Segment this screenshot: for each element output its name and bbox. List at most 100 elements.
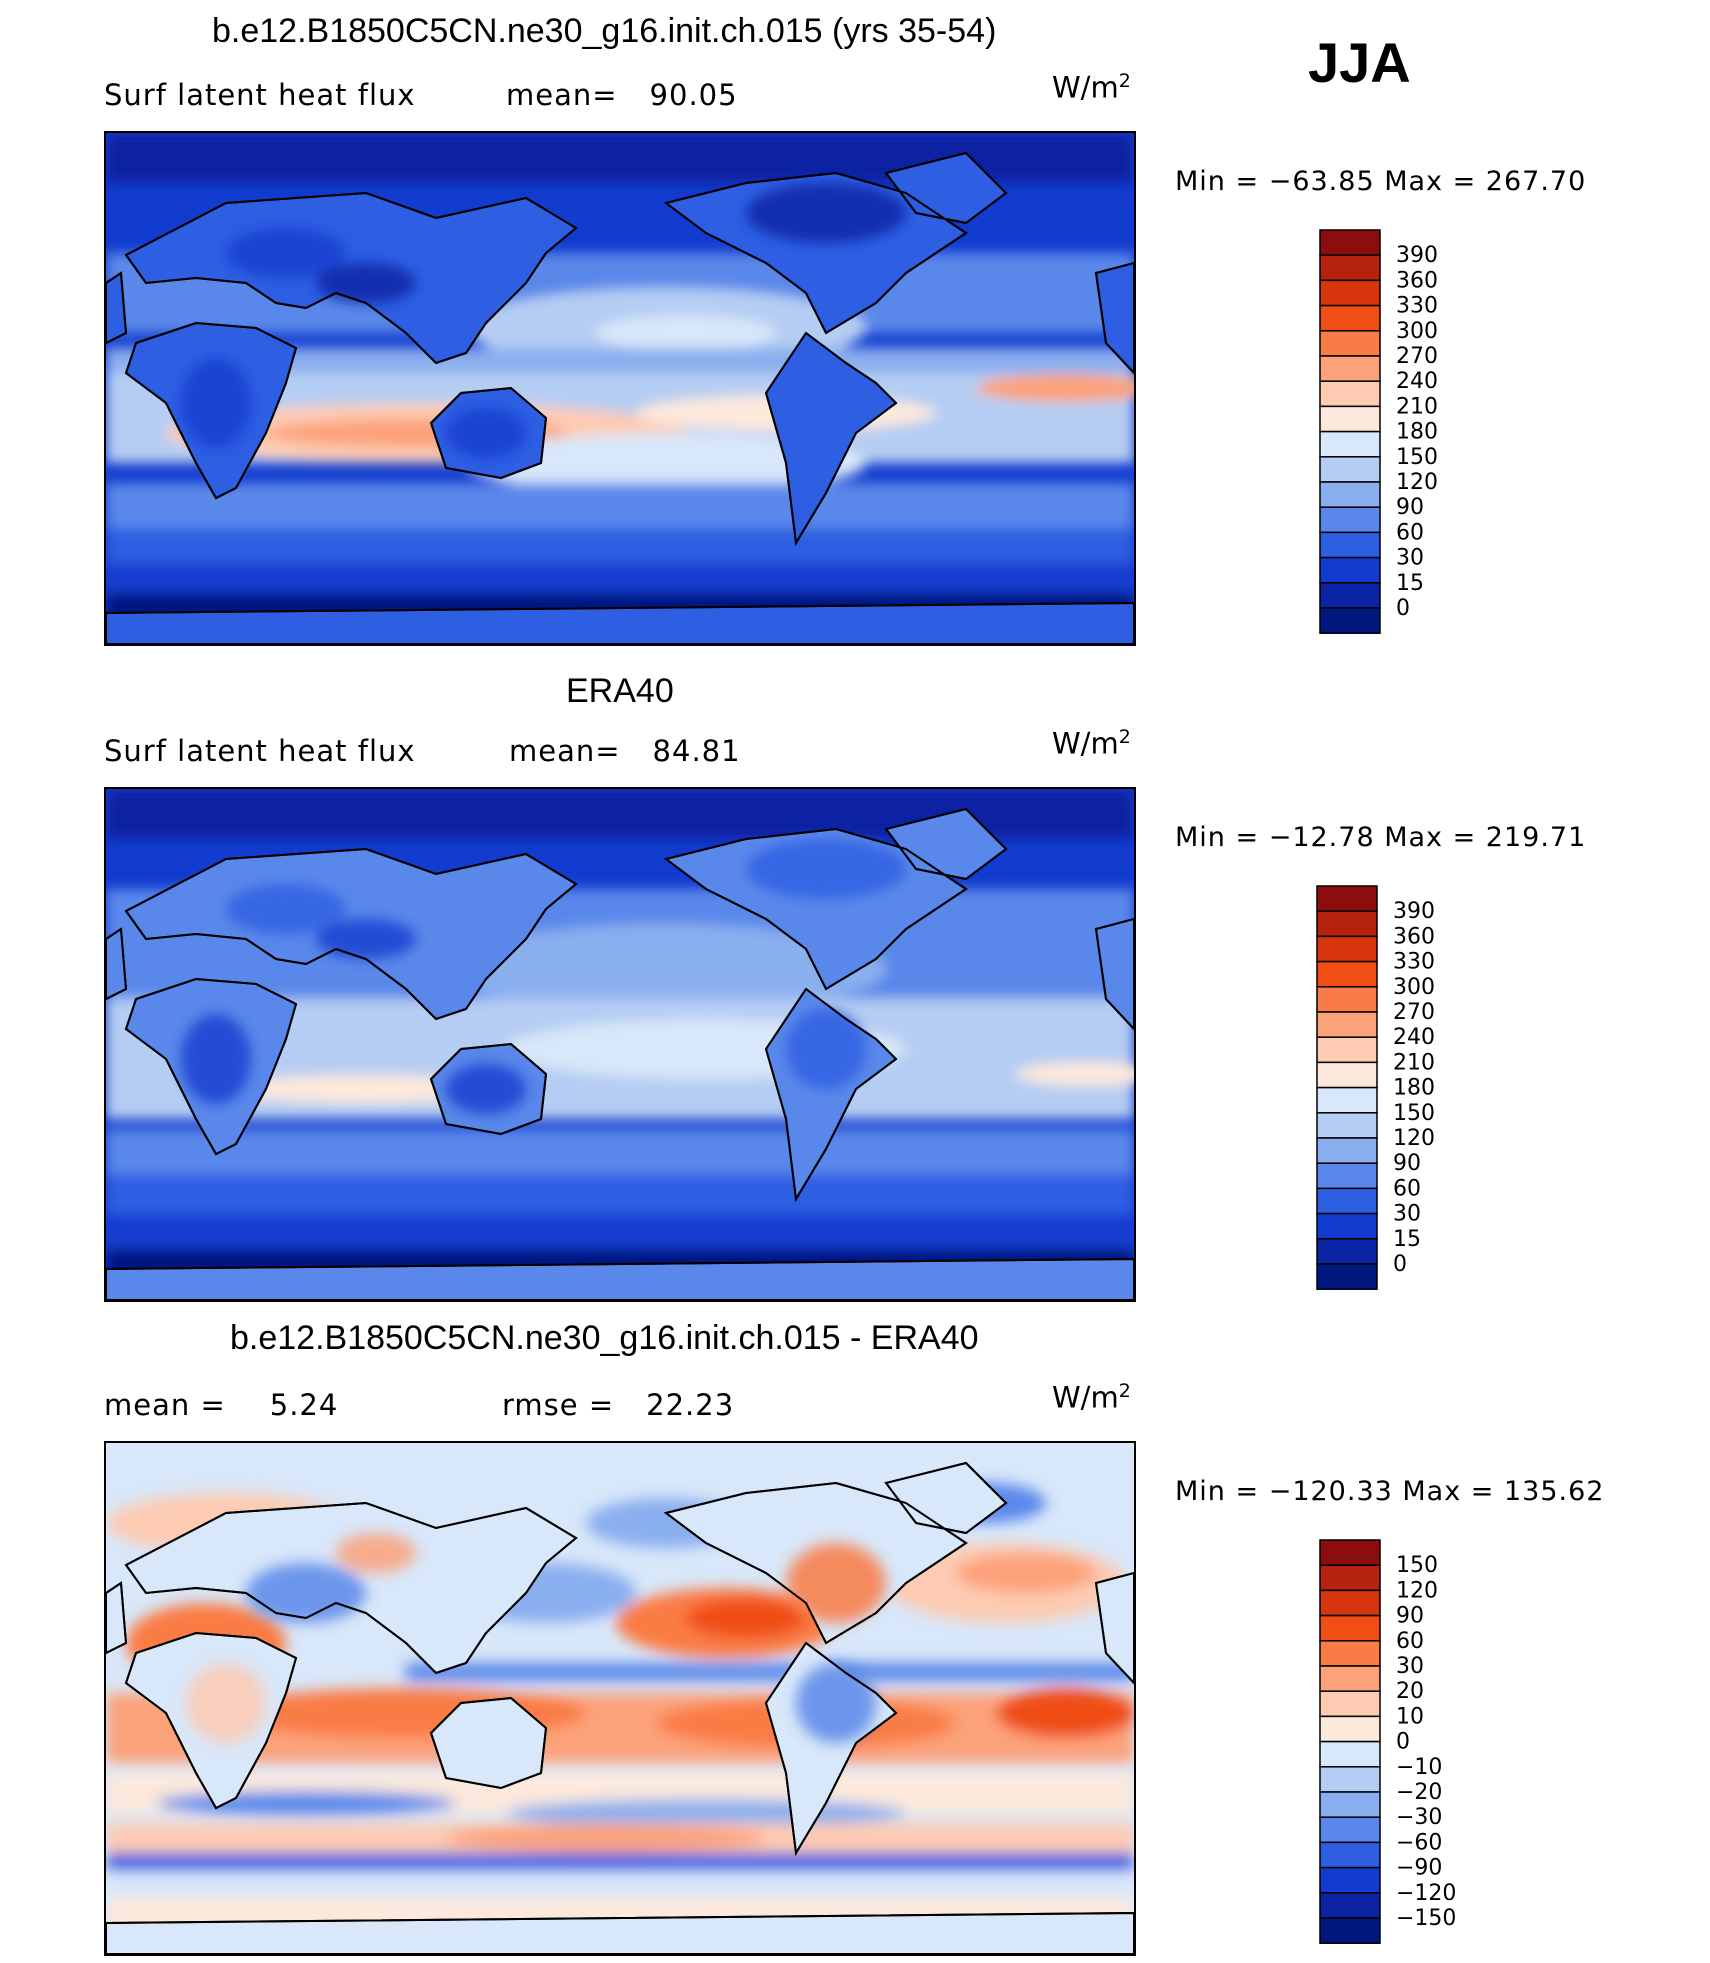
colorbar-swatch	[1319, 304, 1381, 332]
panel2-minmax: Min = −12.78 Max = 219.71	[1175, 822, 1587, 853]
colorbar-tick-label: 270	[1393, 1000, 1435, 1025]
colorbar-tick-label: 15	[1396, 571, 1424, 596]
colorbar-tick-label: 330	[1393, 950, 1435, 975]
colorbar-tick-label: 120	[1396, 1578, 1438, 1603]
panel2-variable-label: Surf latent heat flux	[104, 734, 416, 768]
colorbar-swatch	[1316, 935, 1378, 963]
colorbar-swatch	[1319, 506, 1381, 534]
colorbar-swatch	[1316, 1162, 1378, 1190]
colorbar-swatch	[1319, 582, 1381, 609]
colorbar-swatch	[1316, 1212, 1378, 1240]
colorbar-swatch	[1316, 1137, 1378, 1164]
colorbar-tick-label: 360	[1393, 924, 1435, 949]
colorbar-tick-label: 270	[1396, 344, 1438, 369]
colorbar-tick-label: −60	[1396, 1830, 1442, 1855]
colorbar-swatch	[1319, 355, 1381, 382]
panel1-variable-label: Surf latent heat flux	[104, 78, 416, 112]
colorbar-swatch	[1319, 1917, 1381, 1944]
panel2-map	[104, 787, 1136, 1302]
colorbar-tick-label: 180	[1393, 1076, 1435, 1101]
colorbar-swatch	[1319, 1816, 1381, 1844]
colorbar-tick-label: 90	[1396, 1604, 1424, 1629]
colorbar-swatch	[1319, 430, 1381, 458]
colorbar-swatch	[1319, 279, 1381, 307]
colorbar-tick-label: 10	[1396, 1704, 1424, 1729]
colorbar-tick-label: 180	[1396, 420, 1438, 445]
colorbar-tick-label: 210	[1396, 394, 1438, 419]
panel1-mean-label: mean= 90.05	[506, 78, 738, 112]
colorbar-swatch	[1319, 456, 1381, 483]
colorbar-swatch	[1319, 1640, 1381, 1667]
colorbar-swatch	[1316, 1238, 1378, 1265]
colorbar-tick-label: 0	[1393, 1252, 1407, 1277]
colorbar-tick-label: 15	[1393, 1227, 1421, 1252]
colorbar-tick-label: 90	[1396, 495, 1424, 520]
colorbar-swatch	[1319, 330, 1381, 357]
panel2-title: ERA40	[566, 672, 674, 710]
colorbar-tick-label: 20	[1396, 1679, 1424, 1704]
colorbar-tick-label: 330	[1396, 294, 1438, 319]
colorbar-tick-label: 90	[1393, 1151, 1421, 1176]
colorbar-tick-label: −20	[1396, 1780, 1442, 1805]
colorbar-swatch	[1316, 1263, 1378, 1290]
colorbar-tick-label: 390	[1396, 243, 1438, 268]
colorbar-swatch	[1319, 1892, 1381, 1919]
colorbar-swatch	[1316, 1011, 1378, 1038]
colorbar-swatch	[1319, 1539, 1381, 1566]
colorbar-swatch	[1319, 1564, 1381, 1592]
colorbar-tick-label: 60	[1393, 1176, 1421, 1201]
colorbar-tick-label: −10	[1396, 1755, 1442, 1780]
colorbar-swatch	[1319, 229, 1381, 256]
colorbar-tick-label: 30	[1393, 1202, 1421, 1227]
panel3-units: W/m2	[1052, 1380, 1131, 1415]
panel2-units: W/m2	[1052, 726, 1131, 761]
colorbar-tick-label: −150	[1396, 1906, 1456, 1931]
colorbar-swatch	[1319, 1665, 1381, 1692]
colorbar-swatch	[1319, 1740, 1381, 1768]
colorbar-tick-label: 240	[1393, 1025, 1435, 1050]
panel2-mean-label: mean= 84.81	[509, 734, 741, 768]
panel1-minmax: Min = −63.85 Max = 267.70	[1175, 166, 1587, 197]
colorbar-swatch	[1316, 910, 1378, 938]
colorbar-swatch	[1319, 607, 1381, 634]
colorbar-tick-label: 30	[1396, 1654, 1424, 1679]
panel3-mean-label: mean = 5.24	[104, 1388, 339, 1422]
colorbar-tick-label: 120	[1396, 470, 1438, 495]
colorbar-swatch	[1319, 556, 1381, 584]
colorbar-swatch	[1316, 1061, 1378, 1089]
colorbar-swatch	[1319, 1841, 1381, 1869]
panel3-map	[104, 1441, 1136, 1956]
colorbar-swatch	[1319, 481, 1381, 508]
colorbar-tick-label: 300	[1393, 975, 1435, 1000]
colorbar-swatch	[1319, 1715, 1381, 1743]
colorbar-swatch	[1319, 1614, 1381, 1642]
colorbar-swatch	[1316, 1036, 1378, 1064]
colorbar-swatch	[1316, 986, 1378, 1013]
colorbar-swatch	[1316, 1112, 1378, 1139]
colorbar-tick-label: 240	[1396, 369, 1438, 394]
colorbar-swatch	[1316, 885, 1378, 912]
colorbar-tick-label: 0	[1396, 596, 1410, 621]
panel3-rmse-label: rmse = 22.23	[502, 1388, 735, 1422]
colorbar-tick-label: −30	[1396, 1805, 1442, 1830]
colorbar-tick-label: 390	[1393, 899, 1435, 924]
colorbar-swatch	[1319, 254, 1381, 282]
colorbar-tick-label: 120	[1393, 1126, 1435, 1151]
colorbar-swatch	[1316, 960, 1378, 988]
colorbar-tick-label: 60	[1396, 1629, 1424, 1654]
season-label: JJA	[1308, 31, 1411, 94]
colorbar-tick-label: 210	[1393, 1050, 1435, 1075]
colorbar-tick-label: −120	[1396, 1881, 1456, 1906]
panel1-title: b.e12.B1850C5CN.ne30_g16.init.ch.015 (yr…	[212, 12, 997, 50]
panel1-map	[104, 131, 1136, 646]
colorbar-swatch	[1319, 531, 1381, 559]
panel3-title: b.e12.B1850C5CN.ne30_g16.init.ch.015 - E…	[230, 1319, 979, 1357]
colorbar-tick-label: 0	[1396, 1730, 1410, 1755]
colorbar-tick-label: 300	[1396, 319, 1438, 344]
panel3-minmax: Min = −120.33 Max = 135.62	[1175, 1476, 1605, 1507]
colorbar-tick-label: 150	[1396, 445, 1438, 470]
colorbar-tick-label: 150	[1393, 1101, 1435, 1126]
